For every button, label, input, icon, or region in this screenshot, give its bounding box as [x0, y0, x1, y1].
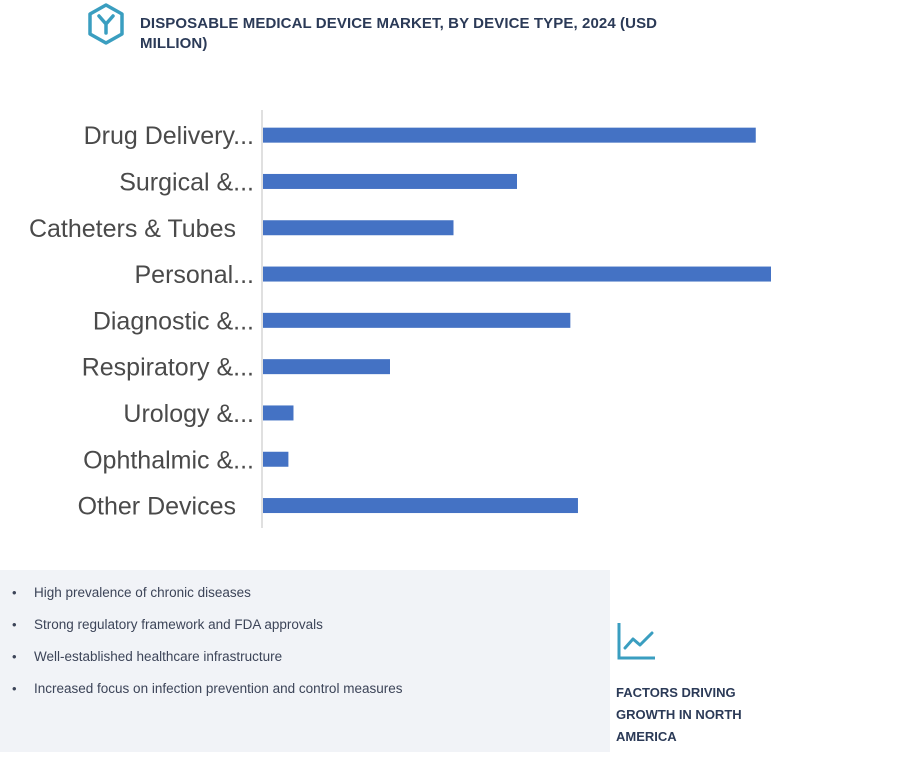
- drivers-list: • High prevalence of chronic diseases • St…: [0, 570, 610, 698]
- factors-section: FACTORS DRIVING GROWTH IN NORTH AMERICA: [616, 620, 796, 748]
- category-label: Ophthalmic &...: [83, 446, 254, 474]
- list-item: • High prevalence of chronic diseases: [12, 584, 424, 602]
- driver-text: Well-established healthcare infrastructu…: [34, 649, 283, 664]
- bar: [263, 220, 454, 236]
- category-label: Personal...: [134, 261, 254, 289]
- bullet: •: [12, 681, 17, 696]
- bar: [263, 405, 294, 421]
- bar-chart: Drug Delivery... Surgical &... Catheters &…: [29, 110, 771, 528]
- hexagon-y-logo-icon: [88, 3, 124, 45]
- category-label: Surgical &...: [119, 168, 254, 196]
- bar: [263, 498, 578, 514]
- category-label: Diagnostic &...: [93, 307, 254, 335]
- list-item: • Well-established healthcare infrastruct…: [12, 648, 424, 666]
- bullet: •: [12, 617, 17, 632]
- driver-text: Increased focus on infection prevention …: [34, 681, 403, 696]
- list-item: • Increased focus on infection prevention…: [12, 680, 424, 698]
- growth-drivers-panel: • High prevalence of chronic diseases • St…: [0, 570, 610, 752]
- category-label: Other Devices: [78, 493, 236, 521]
- bullet: •: [12, 649, 17, 664]
- line-chart-trend-icon: [617, 623, 655, 660]
- bar: [263, 451, 289, 467]
- list-item: • Strong regulatory framework and FDA app…: [12, 616, 424, 634]
- category-label: Drug Delivery...: [84, 122, 254, 150]
- factors-label: FACTORS DRIVING GROWTH IN NORTH AMERICA: [616, 685, 742, 744]
- bar: [263, 312, 571, 328]
- category-label: Urology &...: [123, 400, 254, 428]
- bar: [263, 266, 771, 282]
- bar: [263, 127, 756, 143]
- category-label: Catheters & Tubes: [29, 215, 236, 243]
- bullet: •: [12, 585, 17, 600]
- chart-header: DISPOSABLE MEDICAL DEVICE MARKET, BY DEV…: [86, 2, 660, 54]
- driver-text: Strong regulatory framework and FDA appr…: [34, 617, 323, 632]
- category-label: Respiratory &...: [82, 354, 254, 382]
- bar: [263, 359, 390, 375]
- bar: [263, 173, 517, 189]
- driver-text: High prevalence of chronic diseases: [34, 585, 251, 600]
- chart-title: DISPOSABLE MEDICAL DEVICE MARKET, BY DEV…: [140, 15, 658, 52]
